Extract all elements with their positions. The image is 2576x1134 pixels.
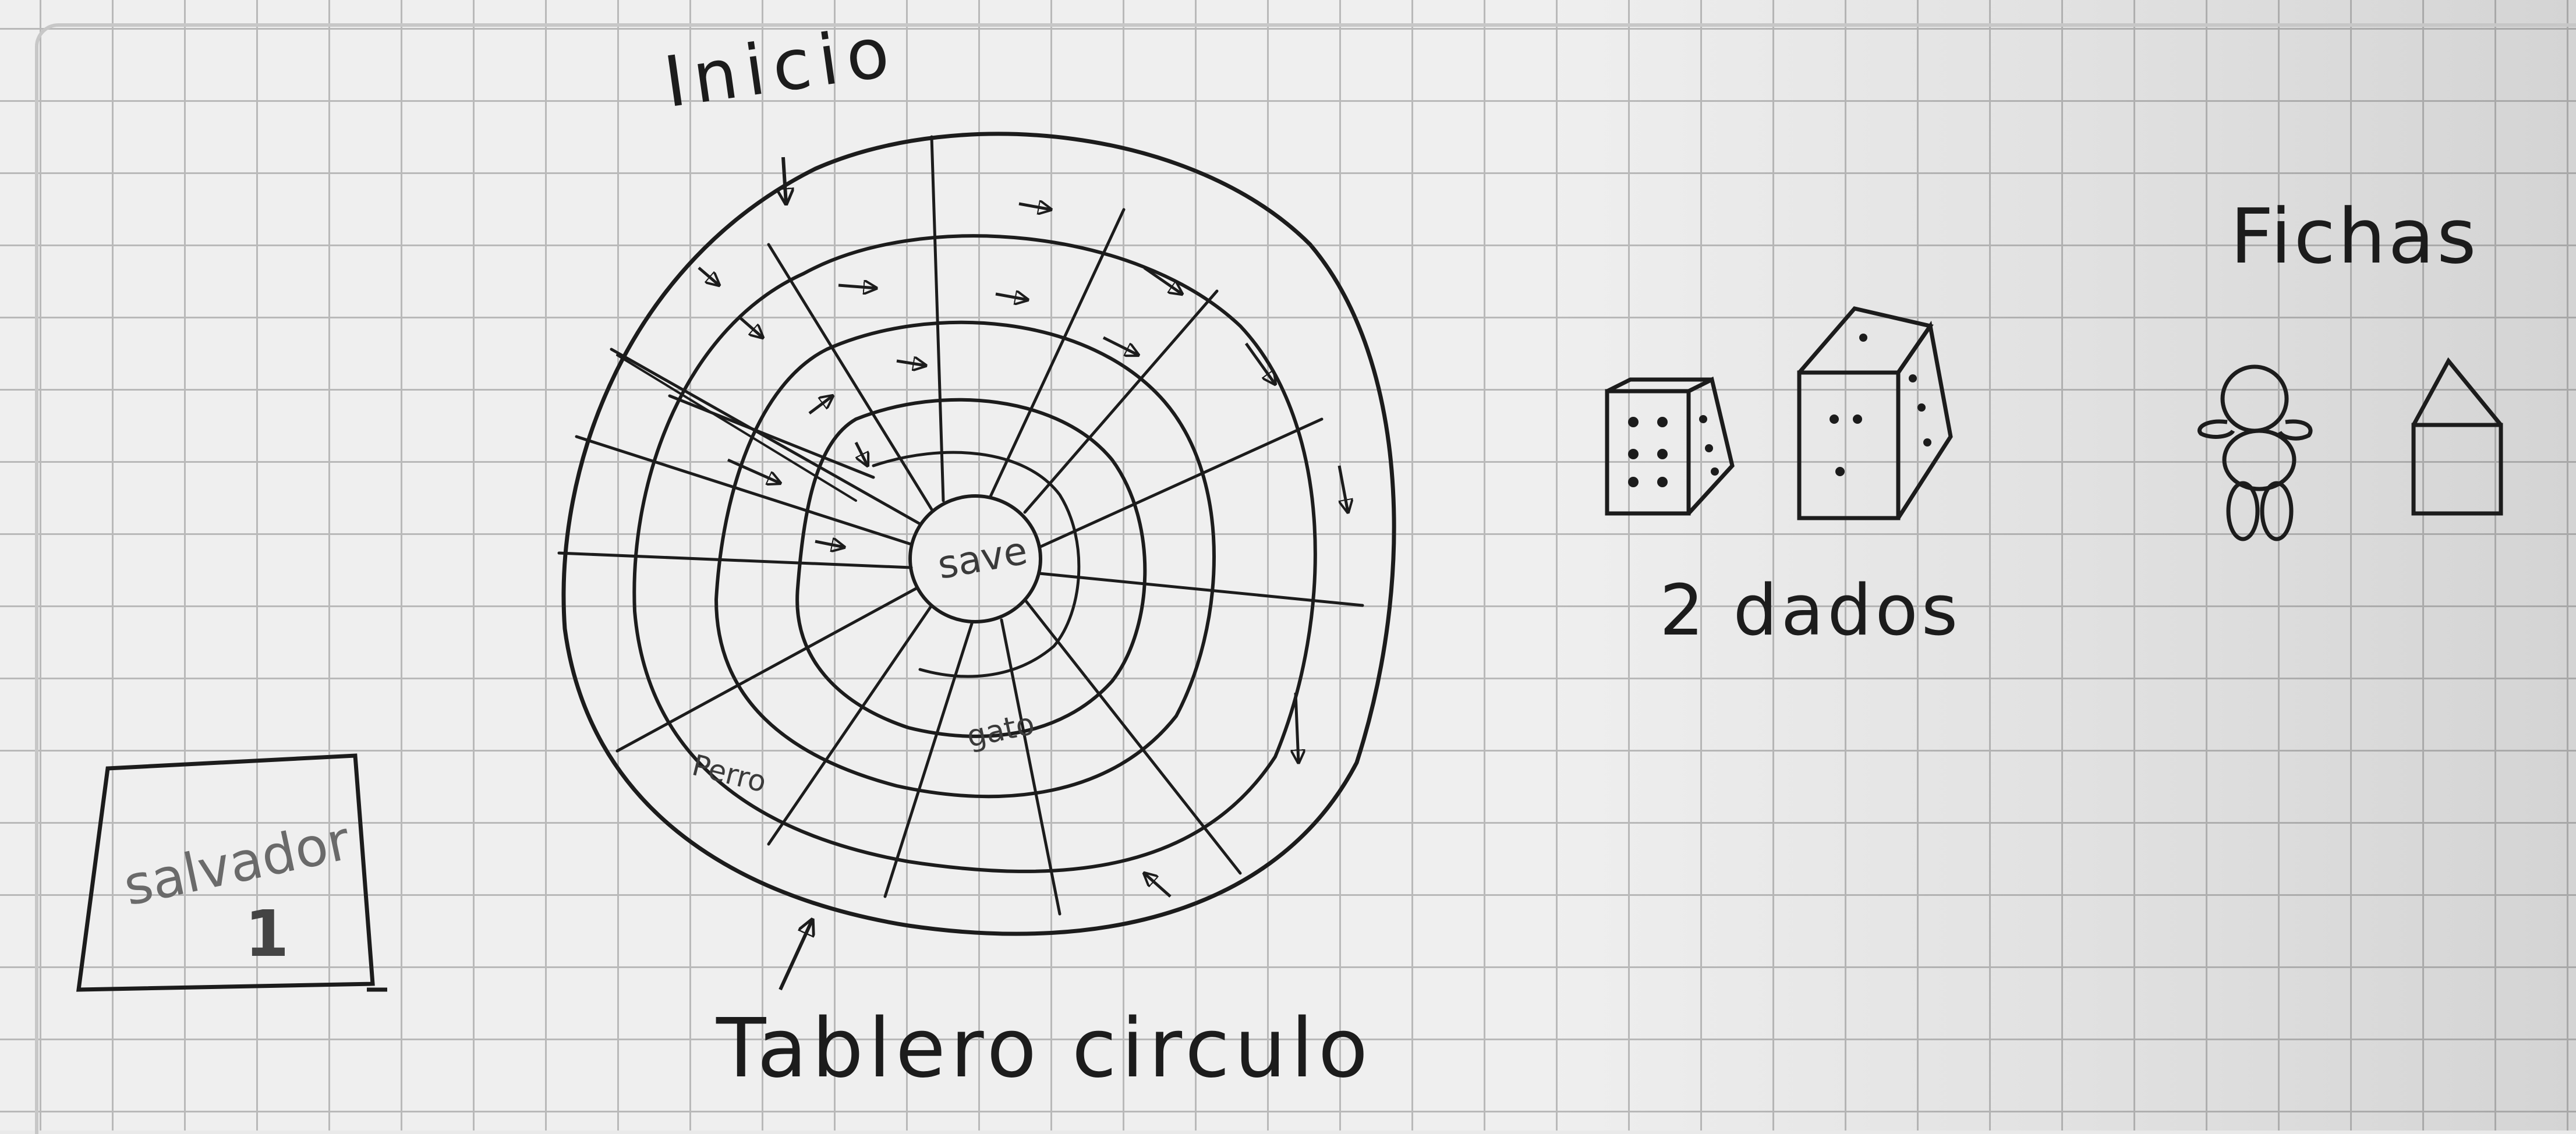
card-icon [76,753,387,992]
board-ring-2 [632,234,1317,873]
board-label: Tablero circulo [716,1001,1373,1096]
board-ring-outer [561,132,1396,936]
card-number: 1 [245,896,289,971]
board-ring-4 [795,398,1147,738]
arrow-down-icon [783,157,786,204]
board-ring-3 [714,320,1216,799]
person-token-icon [2198,364,2313,541]
die-icon [1797,306,1953,520]
board-spokes [557,135,1364,916]
board-direction-arrows [698,204,1348,898]
board-ring-5 [872,451,1081,678]
circular-board [557,132,1396,936]
board-center [908,494,1042,623]
board-marker-line [616,354,857,502]
house-token-icon [2411,357,2503,516]
dice-label: 2 dados [1659,570,1962,651]
arrow-up-icon [779,920,812,991]
paper-edge [35,23,2576,1134]
die-icon [1605,376,1735,516]
tokens-label: Fichas [2230,192,2479,281]
